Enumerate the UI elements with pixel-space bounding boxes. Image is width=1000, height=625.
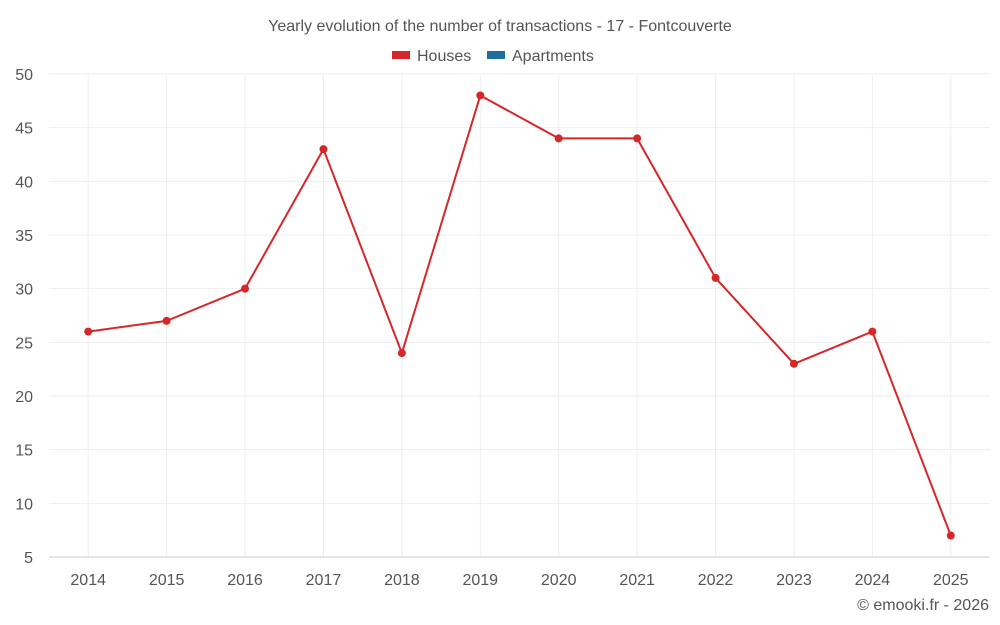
x-tick-label: 2022: [698, 572, 734, 589]
data-point[interactable]: [789, 359, 798, 368]
x-tick-label: 2014: [70, 572, 106, 589]
data-point[interactable]: [162, 316, 171, 325]
legend-label-apartments: Apartments: [512, 48, 594, 65]
credit-text: © emooki.fr - 2026: [857, 597, 989, 614]
legend-swatch-houses: [392, 51, 410, 59]
data-point[interactable]: [397, 349, 406, 358]
y-tick-label: 35: [15, 228, 33, 245]
x-tick-label: 2024: [855, 572, 891, 589]
grid: [49, 73, 990, 557]
x-tick-label: 2015: [149, 572, 185, 589]
legend-item-apartments[interactable]: Apartments: [487, 48, 594, 65]
y-tick-label: 20: [15, 389, 33, 406]
x-tick-label: 2020: [541, 572, 577, 589]
data-point[interactable]: [554, 134, 563, 143]
x-tick-label: 2025: [933, 572, 969, 589]
y-tick-label: 10: [15, 496, 33, 513]
x-tick-label: 2021: [619, 572, 655, 589]
data-point[interactable]: [84, 327, 93, 336]
x-tick-label: 2016: [227, 572, 263, 589]
x-tick-label: 2019: [462, 572, 498, 589]
y-tick-label: 45: [15, 121, 33, 138]
data-point[interactable]: [868, 327, 877, 336]
legend-item-houses[interactable]: Houses: [392, 48, 471, 65]
legend-label-houses: Houses: [417, 48, 471, 65]
chart-title: Yearly evolution of the number of transa…: [268, 18, 732, 35]
y-tick-label: 25: [15, 335, 33, 352]
y-tick-label: 50: [15, 67, 33, 84]
x-tick-label: 2023: [776, 572, 812, 589]
y-tick-label: 30: [15, 282, 33, 299]
data-point[interactable]: [711, 273, 720, 282]
data-point[interactable]: [946, 531, 955, 540]
y-tick-label: 40: [15, 174, 33, 191]
data-point[interactable]: [476, 91, 485, 100]
y-tick-label: 5: [24, 550, 33, 567]
data-point[interactable]: [319, 145, 328, 154]
data-point[interactable]: [241, 284, 250, 293]
legend: Houses Apartments: [392, 48, 594, 65]
legend-swatch-apartments: [487, 51, 505, 59]
x-tick-label: 2017: [306, 572, 342, 589]
series-houses: [84, 91, 955, 540]
y-tick-label: 15: [15, 443, 33, 460]
x-tick-label: 2018: [384, 572, 420, 589]
series-line: [88, 94, 952, 536]
data-point[interactable]: [633, 134, 642, 143]
